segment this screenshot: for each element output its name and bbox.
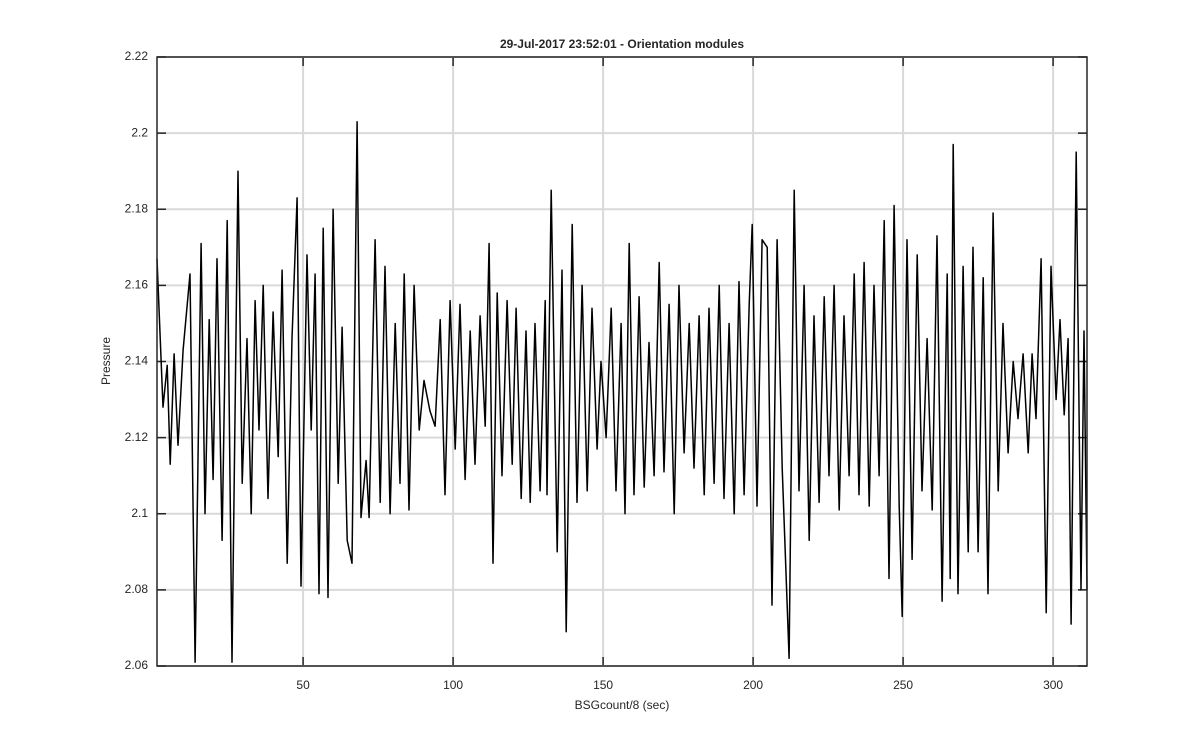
x-tick-label: 50 — [296, 678, 310, 692]
y-tick-label: 2.2 — [131, 125, 148, 139]
x-tick-label: 100 — [443, 678, 463, 692]
y-tick-label: 2.22 — [125, 49, 149, 63]
x-axis-label: BSGcount/8 (sec) — [575, 698, 670, 712]
y-axis-label: Pressure — [99, 337, 113, 385]
y-tick-label: 2.12 — [125, 430, 149, 444]
data-line — [156, 120, 1088, 663]
y-tick-label: 2.08 — [125, 582, 149, 596]
x-tick-label: 200 — [743, 678, 763, 692]
x-tick-label: 150 — [593, 678, 613, 692]
y-tick-label: 2.18 — [125, 201, 149, 215]
y-tick-label: 2.16 — [125, 278, 149, 292]
x-tick-label: 250 — [893, 678, 913, 692]
y-tick-label: 2.06 — [125, 658, 149, 672]
y-tick-label: 2.14 — [125, 354, 149, 368]
chart-title: 29-Jul-2017 23:52:01 - Orientation modul… — [500, 37, 744, 51]
y-tick-label: 2.1 — [131, 506, 148, 520]
x-tick-label: 300 — [1043, 678, 1063, 692]
plot-frame — [156, 56, 1088, 667]
